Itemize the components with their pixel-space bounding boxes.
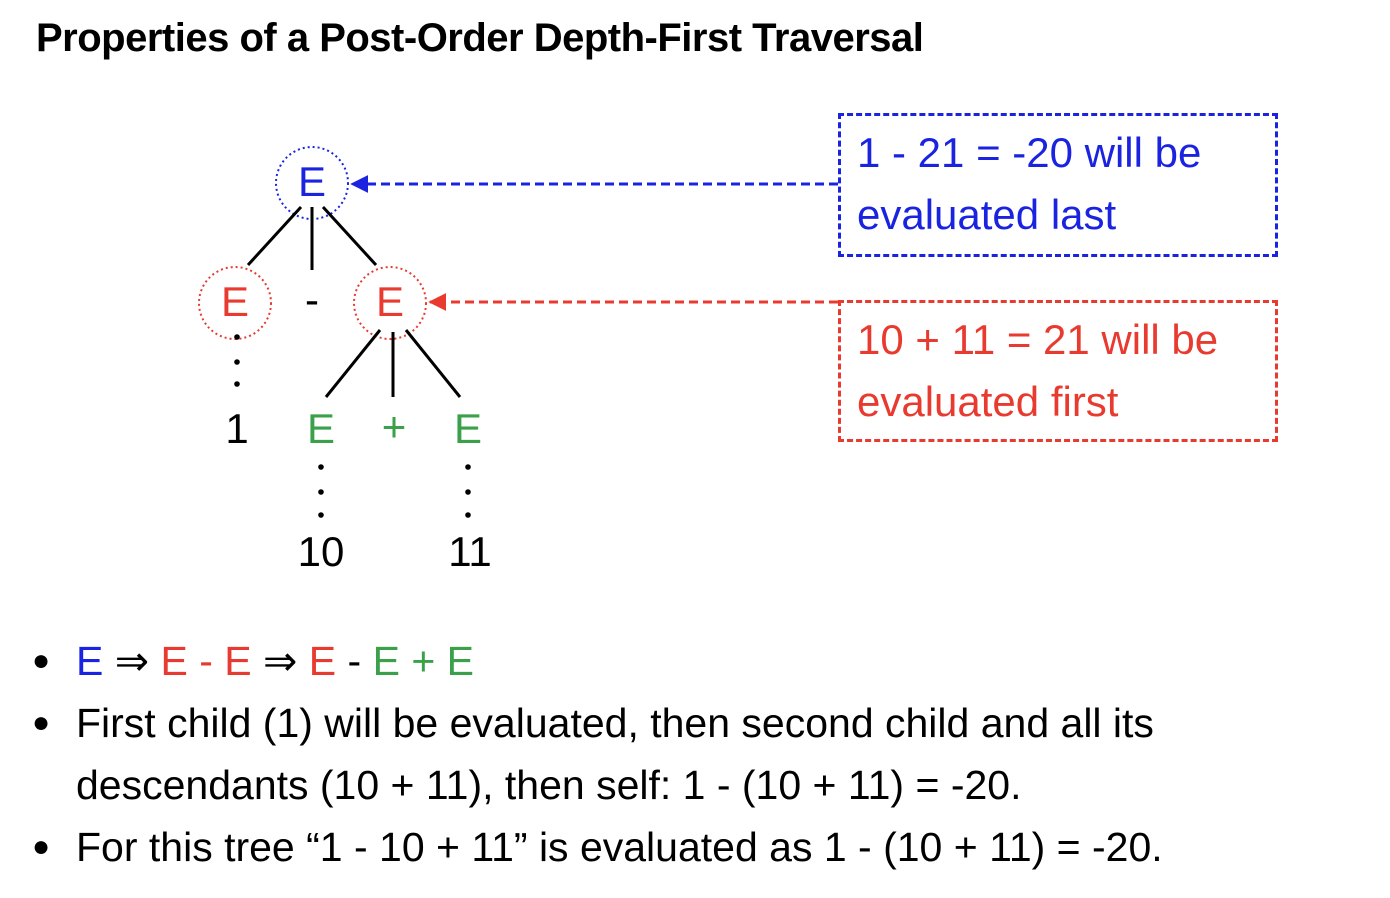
page-title: Properties of a Post-Order Depth-First T… [36, 16, 924, 60]
bullet-traversal-order: ● First child (1) will be evaluated, the… [32, 692, 1372, 816]
edge-root-right [321, 205, 378, 267]
bullet-dot: ● [32, 830, 51, 863]
derivation-segment: ⇒ [103, 638, 161, 684]
bullet-evaluation-result: ● For this tree “1 - 10 + 11” is evaluat… [32, 816, 1372, 878]
derivation-segment: E [76, 638, 104, 684]
callout-last-line2: evaluated last [857, 191, 1117, 238]
bullet-list: ● E ⇒ E - E ⇒ E - E + E ● First child (1… [32, 630, 1372, 878]
right-left-node-label: E [307, 405, 335, 452]
right-right-node-label: E [454, 405, 482, 452]
edge-right-right [404, 329, 462, 398]
callout-evaluated-first: 10 + 11 = 21 will be evaluated first [838, 300, 1278, 442]
derivation-segment: E + E [372, 638, 474, 684]
plus-operator-label: + [382, 403, 407, 450]
callout-first-line1: 10 + 11 = 21 will be [857, 316, 1219, 363]
leaf-1-label: 1 [225, 405, 248, 452]
derivation-segment: - [336, 638, 373, 684]
traversal-order-line1: First child (1) will be evaluated, then … [76, 700, 1154, 746]
bullet-derivation: ● E ⇒ E - E ⇒ E - E + E [32, 630, 1372, 692]
right-node-label: E [376, 278, 404, 325]
dots-to-11 [465, 464, 471, 518]
bullet-dot: ● [32, 706, 51, 739]
traversal-order-line2: descendants (10 + 11), then self: 1 - (1… [76, 762, 1022, 808]
left-node-label: E [221, 278, 249, 325]
right-node-highlight-circle [353, 266, 427, 340]
derivation-segment: ⇒ [251, 638, 309, 684]
leaf-11-label: 11 [448, 528, 492, 575]
edge-right-left [324, 329, 382, 398]
derivation-segment: E [308, 638, 337, 684]
evaluation-result-text: For this tree “1 - 10 + 11” is evaluated… [76, 824, 1163, 870]
derivation-segment: E - E [160, 638, 252, 684]
edge-root-left [246, 205, 303, 267]
callout-evaluated-last: 1 - 21 = -20 will be evaluated last [838, 113, 1278, 257]
leaf-10-label: 10 [298, 528, 345, 575]
callout-last-line1: 1 - 21 = -20 will be [857, 129, 1202, 176]
callout-first-line2: evaluated first [857, 378, 1119, 425]
root-node-label: E [298, 158, 326, 205]
dots-left-to-1 [234, 334, 240, 387]
left-node-highlight-circle [198, 266, 272, 340]
bullet-dot: ● [32, 644, 51, 677]
minus-operator-label: - [305, 276, 319, 323]
derivation-sequence: E ⇒ E - E ⇒ E - E + E [76, 638, 474, 684]
dots-to-10 [318, 464, 324, 518]
